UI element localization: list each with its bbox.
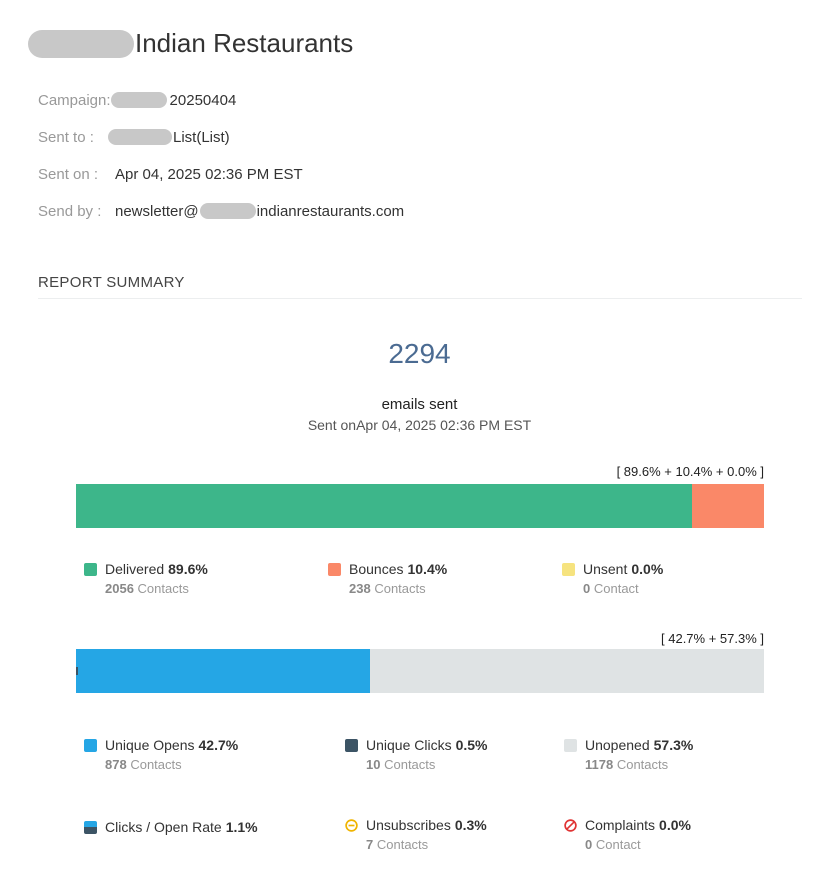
delivered-label: Delivered [105,561,165,577]
redacted-list [108,129,172,145]
unopened-label: Unopened [585,737,650,753]
bar-segment-delivered [76,484,693,528]
legend-bounces: Bounces 10.4% 238 Contacts [328,561,447,596]
unsent-unit: Contact [593,581,639,596]
legend-unique-clicks: Unique Clicks 0.5% 10 Contacts [345,737,488,772]
open-bar-label: [ 42.7% + 57.3% ] [661,631,764,646]
unsent-pct: 0.0% [631,561,664,577]
page-title: Indian Restaurants [28,28,353,59]
bar-segment-unopened [369,649,764,693]
clicks-pct: 0.5% [455,737,488,753]
sent-on-row: Sent on : Apr 04, 2025 02:36 PM EST [38,164,303,184]
legend-unopened: Unopened 57.3% 1178 Contacts [564,737,693,772]
send-by-label: Send by : [38,202,102,220]
delivery-bar-label: [ 89.6% + 10.4% + 0.0% ] [616,464,764,479]
legend-unsent: Unsent 0.0% 0 Contact [562,561,663,596]
legend-unique-opens: Unique Opens 42.7% 878 Contacts [84,737,238,772]
section-divider [38,298,802,299]
opens-swatch [84,738,97,752]
redacted-name [28,29,134,58]
unsent-swatch [562,562,575,576]
opens-unit: Contacts [130,757,182,772]
campaign-label: Campaign: [38,91,111,109]
legend-clicks-open-rate: Clicks / Open Rate 1.1% [84,819,258,835]
complaints-count: 0 [585,837,593,852]
complaints-label: Complaints [585,817,656,833]
bar-segment-clicks [76,667,78,676]
complaints-unit: Contact [595,837,641,852]
sent-on-value: Apr 04, 2025 02:36 PM EST [115,165,303,183]
redacted-campaign [110,92,167,108]
send-by-row: Send by : newsletter@ indianrestaurants.… [38,201,404,221]
complaints-pct: 0.0% [659,817,691,833]
legend-unsubscribes: Unsubscribes 0.3% 7 Contacts [345,817,487,852]
sent-to-row: Sent to : List(List) [38,127,230,147]
unopened-count: 1178 [585,757,614,772]
unsubscribes-unit: Contacts [376,837,429,852]
unsubscribes-pct: 0.3% [454,817,487,833]
clicks-unit: Contacts [384,757,436,772]
legend-complaints: Complaints 0.0% 0 Contact [564,817,691,852]
redacted-domain [199,203,256,219]
unsubscribe-icon [345,818,358,832]
emails-sent-total: 2294 [388,338,451,369]
opens-pct: 42.7% [198,737,239,753]
bounces-swatch [328,562,341,576]
delivered-unit: Contacts [137,581,189,596]
clicks-open-rate-icon [84,820,97,834]
sent-on-label: Sent on : [38,165,99,183]
cor-pct: 1.1% [225,819,258,835]
sent-to-label: Sent to : [38,128,94,146]
send-by-suffix: indianrestaurants.com [256,202,405,220]
unsubscribes-count: 7 [366,837,374,852]
unopened-swatch [564,738,577,752]
delivered-pct: 89.6% [168,561,208,577]
emails-sent-label: emails sent [381,396,458,413]
unsubscribes-label: Unsubscribes [366,817,451,833]
page-title-text: Indian Restaurants [135,28,354,58]
opens-label: Unique Opens [105,737,195,753]
unsent-count: 0 [583,581,591,596]
clicks-label: Unique Clicks [366,737,452,753]
send-by-prefix: newsletter@ [115,202,199,220]
clicks-count: 10 [366,757,381,772]
complaints-icon [564,818,577,832]
legend-delivered: Delivered 89.6% 2056 Contacts [84,561,208,596]
bounces-count: 238 [349,581,371,596]
campaign-row: Campaign: 20250404 [38,90,236,110]
unsent-label: Unsent [583,561,628,577]
clicks-swatch [345,738,358,752]
cor-label: Clicks / Open Rate [105,819,222,835]
unopened-unit: Contacts [616,757,669,772]
sent-to-value: List(List) [173,128,230,146]
unopened-pct: 57.3% [653,737,694,753]
delivery-bar [76,484,764,528]
bar-segment-bounces [692,484,764,528]
bounces-unit: Contacts [374,581,426,596]
opens-count: 878 [105,757,127,772]
bounces-label: Bounces [349,561,404,577]
sent-on-summary: Sent onApr 04, 2025 02:36 PM EST [307,417,532,433]
open-bar [76,649,764,693]
delivered-count: 2056 [105,581,134,596]
bounces-pct: 10.4% [407,561,448,577]
delivered-swatch [84,562,97,576]
report-summary-heading: REPORT SUMMARY [38,274,185,291]
bar-segment-opens [76,649,370,693]
campaign-value: 20250404 [169,91,237,109]
